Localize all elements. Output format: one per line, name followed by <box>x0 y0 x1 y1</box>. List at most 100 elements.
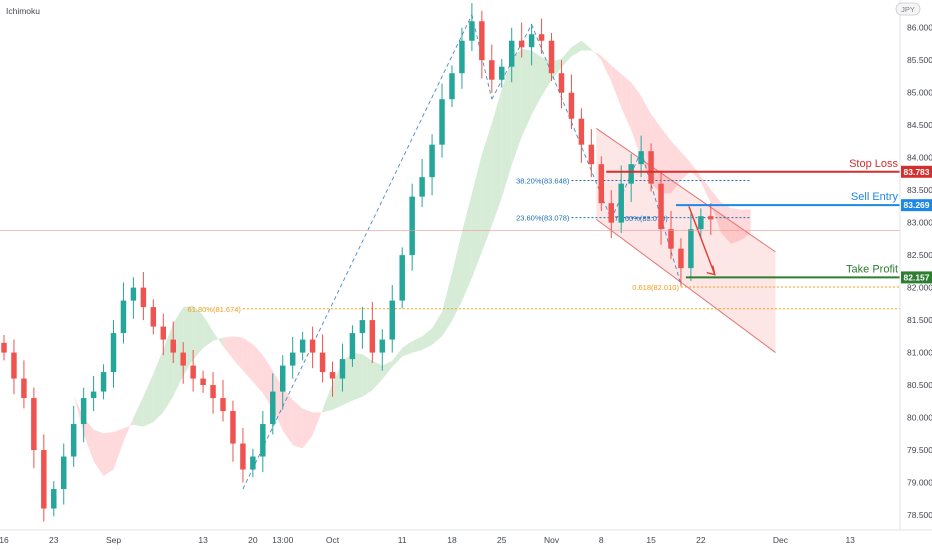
time-tick-label: 11 <box>398 535 407 545</box>
fib-level-label: 38.20%(83.648) <box>516 177 570 186</box>
cloud-segment <box>422 328 433 350</box>
cloud-segment <box>372 360 383 391</box>
fib-levels: 38.20%(83.648) 23.60%(83.078) 78.60%(83.07… <box>188 177 900 314</box>
cloud-segment <box>143 373 154 427</box>
candle-body <box>469 21 475 41</box>
trade-level-price: 83.783 <box>904 167 930 177</box>
candle-body <box>538 34 545 41</box>
candle-body <box>628 164 634 184</box>
candle-body <box>459 40 465 74</box>
price-tick-label: 82.000 <box>907 283 932 293</box>
time-tick-label: 8 <box>599 535 604 545</box>
cloud-segment <box>601 55 612 82</box>
price-tick-label: 83.500 <box>907 185 932 195</box>
time-tick-label: 20 <box>248 535 258 545</box>
cloud-segment <box>113 428 124 470</box>
time-tick-label: Dec <box>773 535 789 545</box>
price-tick-label: 78.500 <box>907 510 932 520</box>
cloud-segment <box>83 417 94 462</box>
candle-body <box>60 456 67 490</box>
candle-body <box>31 398 37 451</box>
cloud-segment <box>242 337 253 382</box>
time-tick-label: 22 <box>696 535 706 545</box>
candle-body <box>389 300 395 340</box>
time-tick-label: Nov <box>544 535 560 545</box>
candle-body <box>379 339 386 353</box>
candle-body <box>708 216 714 220</box>
cloud-segment <box>382 360 393 380</box>
candle-body <box>140 287 147 308</box>
candle-body <box>309 339 316 353</box>
candle-body <box>668 229 674 249</box>
candle-body <box>180 352 186 366</box>
cloud-segment <box>631 82 642 158</box>
cloud-segment <box>680 151 691 181</box>
trade-level-price: 83.269 <box>904 200 930 210</box>
cloud-segment <box>581 40 592 51</box>
candle-body <box>250 456 256 470</box>
candle-body <box>41 450 47 509</box>
time-tick-label: 13 <box>198 535 208 545</box>
cloud-segment <box>302 408 313 449</box>
channel-bottom-line <box>596 218 776 353</box>
candle-body <box>568 92 575 119</box>
trade-level-price: 82.157 <box>904 272 930 282</box>
candle-body <box>638 151 644 165</box>
price-tick-label: 82.500 <box>907 250 932 260</box>
fib-level-label: 23.60%(83.078) <box>516 214 570 223</box>
candle-body <box>1 342 7 353</box>
candle-body <box>200 378 206 386</box>
cloud-segment <box>471 154 482 278</box>
candle-body <box>409 196 415 256</box>
ichimoku-cloud <box>43 40 751 477</box>
candle-body <box>508 40 515 67</box>
candles <box>1 3 714 522</box>
candle-body <box>270 391 276 425</box>
candle-body <box>598 164 605 204</box>
descending-channel <box>596 128 776 353</box>
price-tick-label: 81.000 <box>907 348 932 358</box>
currency-badge-label: JPY <box>901 5 915 14</box>
candle-body <box>70 424 77 457</box>
candle-body <box>110 333 117 373</box>
candle-body <box>120 300 127 334</box>
candle-body <box>329 372 336 379</box>
cloud-segment <box>93 429 104 477</box>
cloud-segment <box>432 311 443 345</box>
sell-arrow-line <box>688 206 716 275</box>
candle-body <box>260 424 266 457</box>
cloud-segment <box>392 347 403 367</box>
time-tick-label: Oct <box>326 535 340 545</box>
price-tick-label: 79.500 <box>907 445 932 455</box>
cloud-segment <box>223 336 233 360</box>
price-tick-label: 79.000 <box>907 478 932 488</box>
candle-body <box>588 144 595 165</box>
cloud-segment <box>670 140 681 194</box>
cloud-segment <box>491 89 502 226</box>
candle-body <box>399 255 405 301</box>
time-tick-label: 13 <box>845 535 855 545</box>
cloud-segment <box>700 176 711 204</box>
cloud-segment <box>412 336 423 353</box>
cloud-segment <box>193 305 204 360</box>
candle-body <box>160 326 167 340</box>
cloud-segment <box>362 354 373 397</box>
candle-body <box>299 339 306 353</box>
cloud-segment <box>282 387 293 446</box>
cloud-segment <box>481 123 492 252</box>
candle-body <box>359 320 366 334</box>
fib-level-label: 78.60%(83.070) <box>614 214 668 223</box>
candle-body <box>499 66 505 80</box>
price-tick-label: 80.000 <box>907 413 932 423</box>
cloud-segment <box>103 432 114 477</box>
candle-body <box>170 339 176 353</box>
fib-level-label: 0.618(82.010) <box>632 283 679 292</box>
price-tick-label: 86.000 <box>907 23 932 33</box>
candle-body <box>439 99 445 145</box>
candle-body <box>319 352 326 373</box>
cloud-segment <box>571 40 582 57</box>
fib-level-label: 61.80%(81.674) <box>188 305 242 314</box>
candle-body <box>210 385 216 399</box>
